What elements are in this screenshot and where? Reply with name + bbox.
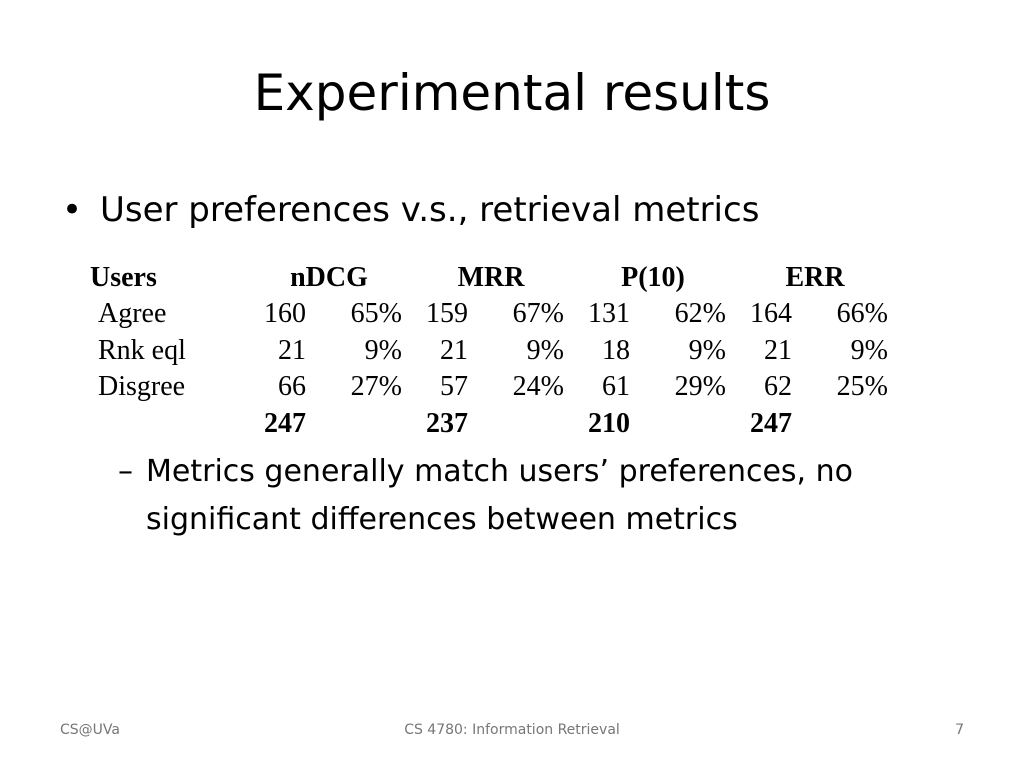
header-ndcg: nDCG (290, 262, 368, 293)
table-cell: 9% (850, 334, 888, 366)
row-label: Disgree (98, 371, 186, 403)
total-ndcg: 247 (264, 407, 306, 439)
header-err: ERR (785, 262, 845, 293)
table-cell: 65% (350, 298, 402, 330)
table-row: Rnk eql 21 9% 21 9% 18 9% 21 9% (84, 333, 896, 369)
table-cell: 9% (688, 334, 726, 366)
table-cell: 9% (526, 334, 564, 366)
row-label: Rnk eql (98, 334, 186, 366)
footer-left: CS@UVa (60, 722, 120, 738)
table-cell: 62% (674, 298, 726, 330)
bullet-dot-icon: • (62, 190, 83, 230)
bullet-item: • User preferences v.s., retrieval metri… (62, 190, 759, 231)
table-cell: 29% (674, 371, 726, 403)
table-cell: 66% (836, 298, 888, 330)
dash-icon: – (118, 454, 133, 489)
table-cell: 159 (426, 298, 468, 330)
table-cell: 131 (588, 298, 630, 330)
bullet-text: User preferences v.s., retrieval metrics (100, 190, 760, 230)
table-cell: 24% (512, 371, 564, 403)
table-cell: 27% (350, 371, 402, 403)
total-p10: 210 (588, 407, 630, 439)
table-cell: 62 (764, 371, 792, 403)
table-cell: 21 (278, 334, 306, 366)
table-cell: 67% (512, 298, 564, 330)
table-cell: 25% (836, 371, 888, 403)
slide-title: Experimental results (253, 64, 771, 122)
table-cell: 9% (364, 334, 402, 366)
table-cell: 66 (278, 371, 306, 403)
header-mrr: MRR (457, 262, 525, 293)
header-users: Users (90, 262, 157, 293)
table-row: Disgree 66 27% 57 24% 61 29% 62 25% (84, 369, 896, 405)
results-table: Users nDCG MRR P(10) ERR Agree 160 65% 1… (84, 260, 896, 442)
sub-bullet-item: – Metrics generally match users’ prefere… (118, 448, 938, 544)
row-label: Agree (98, 298, 167, 330)
table-cell: 21 (440, 334, 468, 366)
table-cell: 160 (264, 298, 306, 330)
table-cell: 21 (764, 334, 792, 366)
totals-label (84, 406, 248, 442)
table-header-row: Users nDCG MRR P(10) ERR (84, 260, 896, 296)
table-row: Agree 160 65% 159 67% 131 62% 164 66% (84, 296, 896, 332)
footer-center: CS 4780: Information Retrieval (404, 722, 620, 738)
table-cell: 57 (440, 371, 468, 403)
total-mrr: 237 (426, 407, 468, 439)
table-cell: 61 (602, 371, 630, 403)
header-p10: P(10) (621, 262, 685, 293)
sub-bullet-text: Metrics generally match users’ preferenc… (146, 454, 853, 537)
table-cell: 18 (602, 334, 630, 366)
table-totals-row: 247 237 210 247 (84, 406, 896, 442)
table-cell: 164 (750, 298, 792, 330)
total-err: 247 (750, 407, 792, 439)
slide-number: 7 (955, 722, 964, 738)
